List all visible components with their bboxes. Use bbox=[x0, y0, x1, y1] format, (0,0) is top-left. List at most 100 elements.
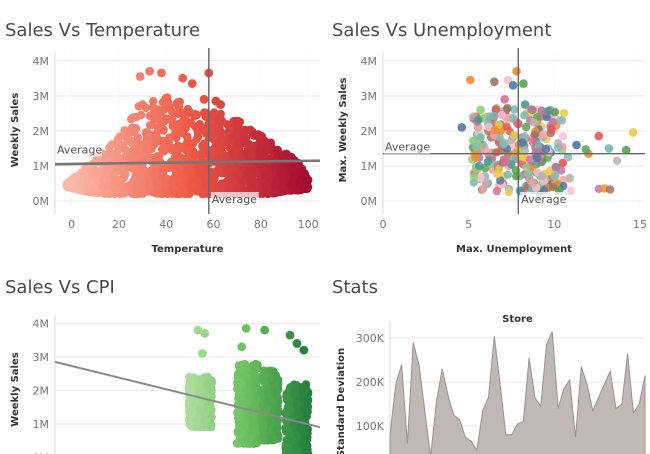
temp-y-tick-label: 3M bbox=[33, 90, 50, 103]
unemp-point bbox=[512, 67, 521, 76]
temp-point bbox=[172, 133, 181, 143]
unemp-point bbox=[482, 179, 491, 188]
temp-y-tick-label: 2M bbox=[33, 125, 50, 138]
temp-x-tick-label: 40 bbox=[159, 218, 173, 231]
temp-point bbox=[257, 139, 266, 148]
cpi-point bbox=[190, 398, 199, 407]
temp-point bbox=[150, 162, 159, 171]
unemp-point bbox=[521, 122, 531, 132]
temp-point bbox=[262, 188, 271, 197]
temp-point bbox=[113, 140, 122, 149]
unemp-point bbox=[519, 79, 528, 88]
unemp-point bbox=[493, 169, 502, 179]
temp-point bbox=[150, 115, 159, 124]
temp-x-tick-label: 20 bbox=[112, 218, 126, 231]
cpi-point bbox=[234, 382, 243, 392]
cpi-point bbox=[246, 391, 255, 400]
unemp-y-tick-label: 1M bbox=[361, 160, 378, 173]
cpi-point bbox=[273, 406, 283, 416]
unemp-point bbox=[474, 161, 484, 170]
temp-point bbox=[246, 150, 255, 159]
cpi-outlier-point bbox=[285, 330, 295, 340]
temp-point bbox=[254, 130, 263, 139]
temp-point bbox=[225, 163, 235, 172]
temp-point bbox=[239, 128, 248, 138]
unemp-x-tick-label: 10 bbox=[547, 218, 561, 231]
unemp-x-tick-label: 15 bbox=[633, 218, 647, 231]
temp-point bbox=[142, 146, 151, 155]
cpi-point bbox=[300, 395, 309, 404]
cpi-point bbox=[300, 405, 309, 414]
temp-point bbox=[167, 107, 176, 116]
unemp-point bbox=[541, 145, 551, 154]
temp-point bbox=[128, 123, 137, 132]
unemp-point bbox=[558, 132, 568, 141]
temp-point bbox=[261, 171, 270, 181]
cpi-point bbox=[298, 439, 307, 448]
unemp-y-tick-label: 2M bbox=[361, 125, 378, 138]
temp-point bbox=[216, 112, 225, 122]
unemp-point bbox=[518, 138, 527, 147]
unemp-point bbox=[559, 175, 568, 185]
temp-y-tick-label: 1M bbox=[33, 160, 50, 173]
unemp-point bbox=[621, 145, 631, 155]
unemp-points bbox=[457, 67, 638, 197]
temp-point bbox=[130, 157, 139, 166]
temp-point bbox=[200, 143, 209, 152]
temp-x-tick-label: 100 bbox=[298, 218, 319, 231]
unemp-point bbox=[510, 131, 519, 140]
unemp-point bbox=[553, 143, 563, 152]
temp-point bbox=[231, 130, 240, 140]
cpi-y-tick-label: 0M bbox=[33, 451, 50, 454]
unemp-point bbox=[538, 171, 547, 181]
stats-y-axis-label: Standard Deviation bbox=[336, 348, 347, 454]
unemp-point bbox=[490, 77, 499, 87]
temp-point bbox=[168, 122, 177, 131]
cpi-point bbox=[193, 420, 203, 430]
temp-point bbox=[111, 177, 120, 186]
temp-point bbox=[277, 181, 286, 191]
temp-point bbox=[235, 170, 244, 179]
cpi-point bbox=[268, 434, 277, 443]
temp-point bbox=[169, 145, 178, 155]
unemp-point bbox=[628, 128, 638, 137]
unemp-point bbox=[550, 107, 560, 117]
temp-point bbox=[132, 185, 142, 194]
unemp-point bbox=[539, 130, 548, 139]
temp-point bbox=[183, 133, 192, 142]
unemp-point bbox=[497, 110, 506, 120]
cpi-point bbox=[291, 385, 300, 394]
cpi-point bbox=[282, 408, 291, 418]
temp-point bbox=[163, 189, 172, 199]
temp-point bbox=[247, 173, 257, 182]
cpi-point bbox=[205, 378, 215, 387]
unemp-point bbox=[551, 172, 560, 181]
unemp-point bbox=[503, 75, 513, 85]
temp-point bbox=[276, 166, 286, 175]
temp-point bbox=[276, 172, 286, 182]
cpi-point bbox=[285, 429, 295, 438]
temp-point bbox=[135, 146, 144, 155]
temp-average-y-label: Average bbox=[57, 143, 102, 156]
temp-point bbox=[165, 115, 174, 124]
temp-x-tick-label: 80 bbox=[254, 218, 268, 231]
stats-panel-title: Stats bbox=[332, 277, 378, 298]
unemp-point bbox=[566, 186, 575, 195]
cpi-point bbox=[194, 412, 203, 422]
temp-point bbox=[148, 102, 158, 112]
temp-point bbox=[292, 186, 301, 195]
temp-x-tick-label: 60 bbox=[207, 218, 221, 231]
unemp-point bbox=[504, 188, 513, 197]
unemp-point bbox=[548, 182, 558, 192]
unemp-point bbox=[500, 95, 509, 104]
temp-point bbox=[191, 150, 200, 160]
temp-point bbox=[130, 165, 140, 174]
temp-point bbox=[190, 175, 200, 184]
cpi-trend-line bbox=[54, 360, 321, 429]
unemp-point bbox=[565, 173, 574, 183]
unemp-point bbox=[474, 115, 483, 125]
temp-point bbox=[201, 112, 210, 122]
temp-point bbox=[132, 112, 141, 122]
